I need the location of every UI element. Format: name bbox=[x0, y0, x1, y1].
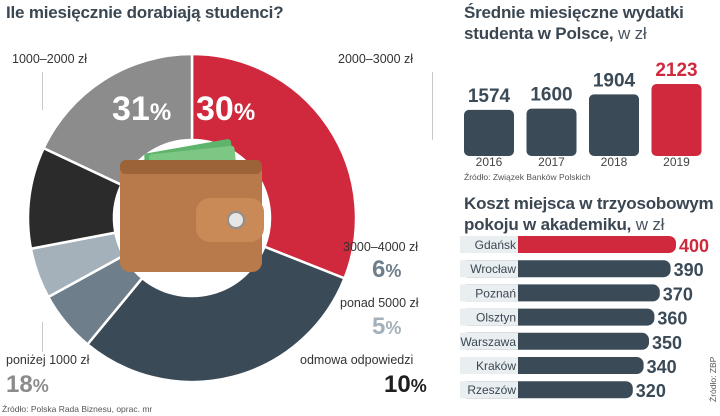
leader-line-left-bottom bbox=[42, 322, 43, 352]
dorm-city: Kraków bbox=[476, 359, 516, 373]
label-1000-2000: 1000–2000 zł bbox=[12, 52, 88, 66]
dorm-source: Źródło: ZBP bbox=[708, 356, 718, 402]
spending-value: 2123 bbox=[655, 60, 697, 81]
label-odmowa: odmowa odpowiedzi bbox=[300, 353, 414, 367]
dorm-city-plate bbox=[460, 308, 518, 326]
donut-slice bbox=[190, 52, 358, 280]
dorm-city: Wrocław bbox=[470, 262, 516, 276]
spending-year: 2018 bbox=[601, 155, 628, 169]
dorm-city: Gdańsk bbox=[475, 238, 517, 252]
spending-bar-chart: 1574 2016 1600 2017 1904 2018 2123 2019 bbox=[464, 60, 702, 169]
dorm-city-plate bbox=[460, 260, 518, 278]
dorm-value: 400 bbox=[679, 236, 709, 256]
dorm-value: 350 bbox=[652, 333, 682, 353]
label-3000-4000: 3000–4000 zł bbox=[343, 240, 419, 254]
spending-bar bbox=[651, 84, 702, 156]
spending-bar bbox=[464, 109, 514, 156]
dorm-value: 340 bbox=[647, 357, 677, 377]
pct-ponad-5000: 5% bbox=[372, 313, 402, 340]
spending-value: 1904 bbox=[593, 70, 636, 91]
leader-line-left bbox=[42, 72, 43, 110]
dorm-value: 320 bbox=[636, 381, 666, 401]
dorm-city: Olsztyn bbox=[476, 311, 516, 325]
dorm-title: Koszt miejsca w trzyosobowym pokoju w ak… bbox=[464, 194, 714, 234]
label-ponizej-1000: poniżej 1000 zł bbox=[6, 353, 90, 367]
spending-source: Źródło: Związek Banków Polskich bbox=[464, 172, 591, 182]
dorm-city-plate bbox=[460, 332, 518, 350]
dorm-city-plate bbox=[460, 381, 518, 399]
pct-1000-2000: 31% bbox=[112, 90, 172, 128]
donut-source: Źródło: Polska Rada Biznesu, oprac. mr bbox=[2, 404, 153, 414]
spending-year: 2016 bbox=[476, 155, 503, 169]
donut-slice bbox=[85, 245, 347, 384]
spending-bar bbox=[589, 94, 639, 156]
donut-chart bbox=[26, 52, 358, 384]
pct-odmowa: 10% bbox=[384, 371, 427, 398]
dorm-city-plate bbox=[460, 284, 518, 302]
label-ponad-5000: ponad 5000 zł bbox=[340, 296, 419, 310]
dorm-city: Poznań bbox=[475, 286, 516, 300]
dorm-value: 370 bbox=[663, 284, 693, 304]
spending-year: 2019 bbox=[663, 155, 690, 169]
label-2000-3000: 2000–3000 zł bbox=[338, 52, 414, 66]
spending-year: 2017 bbox=[538, 155, 565, 169]
spending-bar bbox=[526, 108, 577, 156]
wallet-icon bbox=[120, 139, 264, 272]
spending-value: 1574 bbox=[468, 86, 511, 107]
pct-3000-4000: 6% bbox=[372, 256, 402, 283]
dorm-bar-chart: Gdańsk 400 Wrocław 390 Poznań 370 Olsztyn 360 Wa… bbox=[460, 236, 709, 401]
dorm-city-plate bbox=[460, 357, 518, 374]
donut-title: Ile miesięcznie dorabiają studenci? bbox=[6, 3, 284, 22]
leader-line-right-top bbox=[432, 72, 433, 140]
dorm-value: 360 bbox=[657, 309, 687, 329]
dorm-city: Rzeszów bbox=[467, 383, 516, 397]
pct-ponizej-1000: 18% bbox=[6, 371, 49, 398]
dorm-value: 390 bbox=[674, 260, 704, 280]
pct-2000-3000: 30% bbox=[196, 90, 256, 128]
spending-title: Średnie miesięczne wydatki studenta w Po… bbox=[464, 3, 684, 43]
dorm-city-plate bbox=[460, 236, 518, 253]
spending-value: 1600 bbox=[530, 85, 572, 106]
dorm-city: Warszawa bbox=[460, 335, 516, 349]
